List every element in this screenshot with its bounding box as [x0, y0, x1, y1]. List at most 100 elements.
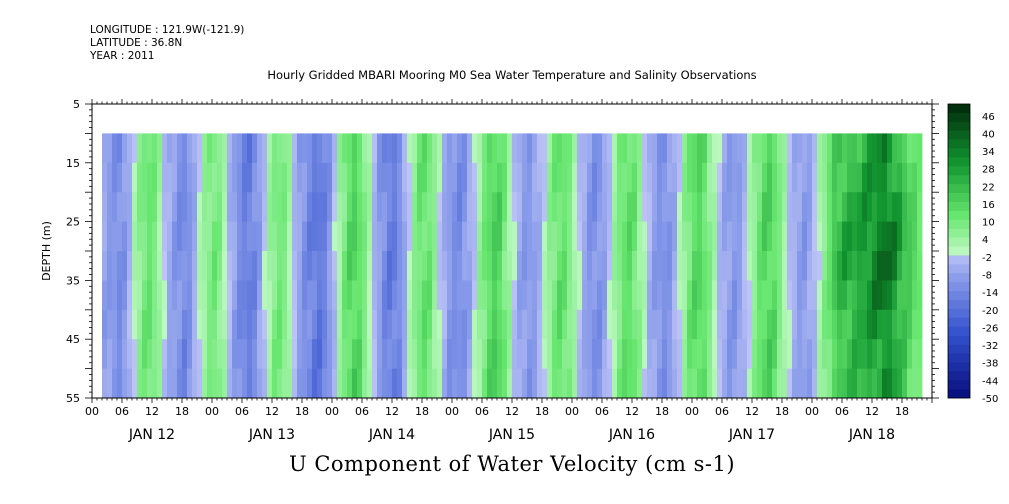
- heatmap-cell: [842, 192, 848, 222]
- heatmap-cell: [787, 162, 793, 193]
- heatmap-cell: [212, 368, 218, 399]
- heatmap-cell: [202, 162, 208, 193]
- heatmap-cell: [792, 309, 798, 340]
- heatmap-cell: [277, 221, 283, 252]
- heatmap-cell: [687, 251, 693, 281]
- heatmap-cell: [827, 221, 833, 252]
- heatmap-cell: [242, 133, 248, 164]
- heatmap-cell: [127, 221, 133, 252]
- heatmap-cell: [707, 339, 713, 369]
- heatmap-cell: [782, 368, 788, 399]
- heatmap-cell: [507, 221, 513, 252]
- heatmap-cell: [232, 309, 238, 340]
- heatmap-cell: [722, 339, 728, 369]
- heatmap-cell: [622, 368, 628, 399]
- x-tick-label: 06: [835, 405, 849, 418]
- heatmap-cell: [262, 192, 268, 222]
- heatmap-cell: [397, 280, 403, 311]
- heatmap-cell: [847, 339, 853, 369]
- heatmap-cell: [477, 221, 483, 252]
- heatmap-cell: [762, 309, 768, 340]
- heatmap-cell: [522, 309, 528, 340]
- heatmap-cell: [837, 251, 843, 281]
- heatmap-cell: [877, 192, 883, 222]
- heatmap-cell: [477, 133, 483, 164]
- heatmap-cell: [182, 221, 188, 252]
- heatmap-cell: [147, 280, 153, 311]
- heatmap-cell: [602, 251, 608, 281]
- heatmap-cell: [907, 309, 913, 340]
- heatmap-cell: [537, 162, 543, 193]
- heatmap-cell: [417, 368, 423, 399]
- heatmap-cell: [807, 133, 813, 164]
- heatmap-cell: [292, 339, 298, 369]
- heatmap-cell: [722, 133, 728, 164]
- heatmap-cell: [857, 339, 863, 369]
- heatmap-cell: [227, 251, 233, 281]
- colorbar-band: [948, 300, 970, 310]
- heatmap-cell: [282, 162, 288, 193]
- heatmap-cell: [682, 251, 688, 281]
- heatmap-cell: [502, 133, 508, 164]
- heatmap-cell: [347, 251, 353, 281]
- heatmap-cell: [817, 309, 823, 340]
- heatmap-cell: [917, 162, 923, 193]
- heatmap-cell: [482, 309, 488, 340]
- heatmap-cell: [457, 221, 463, 252]
- heatmap-cell: [162, 280, 168, 311]
- heatmap-cell: [537, 133, 543, 164]
- heatmap-cell: [407, 221, 413, 252]
- heatmap-cell: [122, 192, 128, 222]
- heatmap-cell: [547, 133, 553, 164]
- heatmap-cell: [497, 368, 503, 399]
- heatmap-cell: [732, 280, 738, 311]
- heatmap-cell: [662, 192, 668, 222]
- heatmap-cell: [367, 133, 373, 164]
- heatmap-cell: [702, 251, 708, 281]
- heatmap-cell: [847, 280, 853, 311]
- heatmap-cell: [812, 162, 818, 193]
- heatmap-cell: [517, 133, 523, 164]
- heatmap-cell: [472, 280, 478, 311]
- heatmap-cell: [102, 221, 108, 252]
- heatmap-cell: [872, 339, 878, 369]
- heatmap-cell: [492, 162, 498, 193]
- heatmap-cell: [482, 162, 488, 193]
- heatmap-cell: [627, 309, 633, 340]
- x-tick-label: 00: [325, 405, 339, 418]
- heatmap-cell: [547, 339, 553, 369]
- heatmap-cell: [422, 339, 428, 369]
- heatmap-cell: [762, 339, 768, 369]
- heatmap-cell: [662, 368, 668, 399]
- heatmap-cell: [882, 162, 888, 193]
- heatmap-cell: [887, 221, 893, 252]
- heatmap-cell: [582, 339, 588, 369]
- heatmap-cell: [422, 221, 428, 252]
- heatmap-cell: [382, 368, 388, 399]
- heatmap-cell: [902, 162, 908, 193]
- heatmap-cell: [317, 162, 323, 193]
- heatmap-cell: [327, 309, 333, 340]
- heatmap-cell: [237, 309, 243, 340]
- heatmap-cell: [507, 339, 513, 369]
- heatmap-cell: [812, 251, 818, 281]
- heatmap-cell: [307, 192, 313, 222]
- heatmap-cell: [782, 339, 788, 369]
- heatmap-cell: [722, 192, 728, 222]
- heatmap-cell: [567, 280, 573, 311]
- heatmap-cell: [787, 192, 793, 222]
- heatmap-cell: [692, 221, 698, 252]
- heatmap-cell: [272, 251, 278, 281]
- heatmap-cell: [322, 251, 328, 281]
- heatmap-cell: [902, 221, 908, 252]
- heatmap-cell: [507, 280, 513, 311]
- heatmap-cell: [492, 221, 498, 252]
- heatmap-cell: [772, 133, 778, 164]
- heatmap-cell: [532, 192, 538, 222]
- heatmap-cell: [157, 162, 163, 193]
- heatmap-cell: [442, 162, 448, 193]
- heatmap-cell: [487, 309, 493, 340]
- heatmap-cell: [547, 192, 553, 222]
- heatmap-cell: [552, 162, 558, 193]
- heatmap-cell: [652, 251, 658, 281]
